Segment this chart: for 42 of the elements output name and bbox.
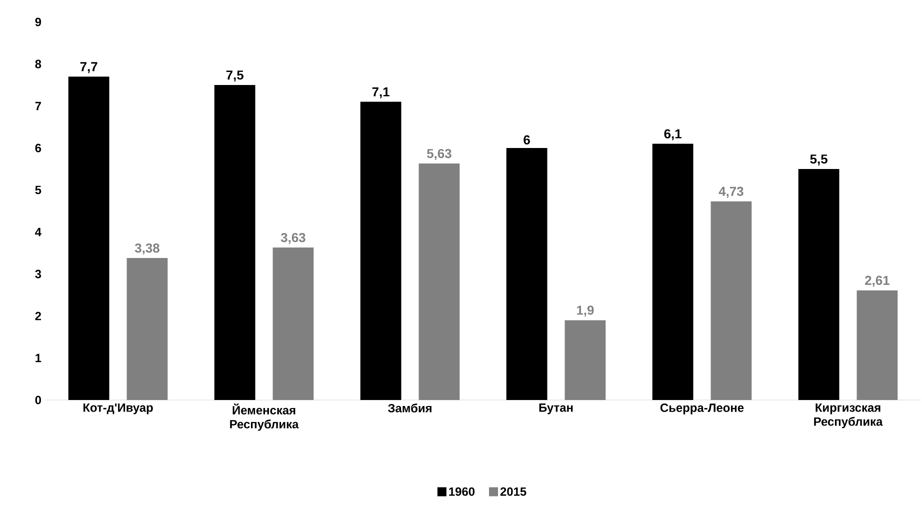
data-label: 4,73: [718, 186, 744, 198]
y-tick-label: 8: [35, 60, 42, 68]
data-label: 3,38: [134, 243, 160, 255]
legend-label: 1960: [449, 487, 475, 496]
y-tick-label: 4: [35, 228, 42, 236]
x-tick-label: Бутан: [539, 404, 573, 414]
x-tick-label: Замбия: [388, 404, 432, 412]
x-tick-label: Киргизская Республика: [814, 404, 883, 428]
y-tick-label: 6: [35, 144, 42, 152]
data-label: 3,63: [280, 232, 306, 244]
y-tick-label: 7: [35, 102, 41, 110]
data-label: 5,5: [810, 154, 828, 166]
y-tick-label: 0: [35, 396, 41, 404]
y-tick-label: 5: [35, 186, 42, 194]
data-label: 6,1: [664, 129, 682, 140]
x-tick-label: Йеменская Республика: [230, 404, 299, 431]
data-label: 7,7: [80, 62, 98, 74]
bar: [652, 144, 694, 400]
y-tick-label: 3: [35, 270, 42, 278]
y-tick-label: 1: [36, 354, 42, 362]
data-label: 1,9: [577, 306, 594, 317]
data-label: 5,63: [427, 148, 452, 160]
x-tick-label: Кот-д'Ивуар: [83, 404, 153, 414]
x-tick-label: Сьерра-Леоне: [660, 404, 744, 414]
data-label: 7,1: [372, 87, 390, 98]
data-label: 6: [524, 135, 530, 144]
bar: [418, 164, 460, 400]
bar: [68, 76, 110, 400]
data-label: 2,61: [865, 276, 890, 287]
data-label: 7,5: [226, 70, 244, 82]
bar: [506, 148, 548, 400]
bar: [856, 290, 898, 400]
y-tick-label: 9: [35, 18, 42, 26]
bar: [564, 320, 606, 400]
bar: [798, 169, 840, 400]
bar: [126, 258, 168, 400]
bar: [272, 248, 314, 400]
y-tick-label: 2: [35, 312, 42, 320]
bar: [710, 201, 752, 400]
bar: [214, 85, 256, 400]
legend-label: 2015: [500, 487, 526, 496]
bar: [360, 102, 402, 400]
